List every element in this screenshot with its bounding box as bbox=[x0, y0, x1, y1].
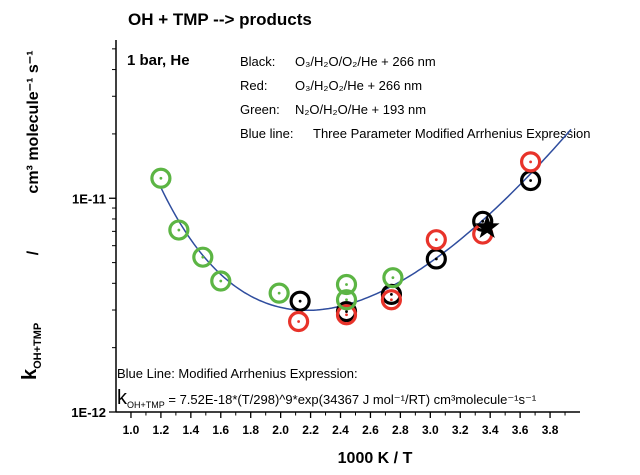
y-axis-label: kOH+TMP / cm³ molecule⁻¹ s⁻¹ bbox=[19, 50, 44, 380]
circle-marker bbox=[288, 310, 310, 333]
axes: 1.0 1.2 1.4 1.6 1.8 2.0 2.2 2.4 2.6 2.8 3.0 3.2 3.4 3… bbox=[71, 40, 580, 437]
x-tick-label: 2.2 bbox=[302, 423, 319, 437]
marker-center-dot bbox=[529, 160, 533, 164]
marker-center-dot bbox=[177, 228, 181, 232]
y-axis-label-units: cm³ molecule⁻¹ s⁻¹ bbox=[25, 50, 42, 193]
x-tick-label: 2.8 bbox=[392, 423, 409, 437]
fit-curve bbox=[160, 128, 572, 312]
fit-annotation-title: Blue Line: Modified Arrhenius Expression… bbox=[117, 366, 358, 381]
y-axis-label-slash: / bbox=[25, 250, 42, 255]
x-tick-label: 2.4 bbox=[332, 423, 349, 437]
x-tick-label: 2.0 bbox=[272, 423, 289, 437]
fit-formula-text: = 7.52E-18*(T/298)^9*exp(34367 J mol⁻¹/R… bbox=[165, 392, 537, 407]
marker-center-dot bbox=[481, 219, 485, 223]
y-axis-label-k: k bbox=[19, 368, 41, 380]
marker-center-dot bbox=[277, 291, 281, 295]
circle-marker bbox=[210, 270, 232, 292]
y-axis-label-subscript: OH+TMP bbox=[32, 323, 44, 369]
x-tick-label: 3.2 bbox=[452, 423, 469, 437]
marker-center-dot bbox=[219, 279, 223, 283]
x-tick-label: 1.2 bbox=[153, 423, 170, 437]
fit-formula-k: k bbox=[117, 387, 128, 409]
marker-center-dot bbox=[345, 310, 348, 313]
circle-marker bbox=[382, 267, 404, 289]
marker-center-dot bbox=[297, 320, 301, 323]
legend-text: O₃/H₂O₂/He + 266 nm bbox=[295, 78, 422, 93]
legend-prefix: Blue line: bbox=[240, 126, 293, 141]
circle-marker bbox=[425, 229, 447, 251]
circle-marker bbox=[192, 246, 214, 268]
x-tick-label: 3.6 bbox=[512, 423, 529, 437]
legend-text: Three Parameter Modified Arrhenius Expre… bbox=[313, 126, 590, 141]
circle-marker bbox=[150, 167, 172, 189]
y-tick-label: 1E-11 bbox=[72, 191, 106, 206]
legend-prefix: Red: bbox=[240, 78, 267, 93]
legend-text: O₃/H₂O/O₂/He + 266 nm bbox=[295, 54, 436, 69]
svg-text:kOH+TMP: kOH+TMP bbox=[19, 323, 44, 380]
marker-center-dot bbox=[391, 276, 395, 280]
data-marks bbox=[150, 151, 542, 333]
marker-center-dot bbox=[345, 298, 348, 302]
legend-prefix: Green: bbox=[240, 102, 280, 117]
legend-text: N₂O/H₂O/He + 193 nm bbox=[295, 102, 426, 117]
circle-marker bbox=[335, 289, 358, 311]
marker-center-dot bbox=[159, 176, 163, 180]
circle-marker bbox=[289, 290, 311, 312]
marker-center-dot bbox=[345, 283, 348, 286]
fit-formula: kOH+TMP = 7.52E-18*(T/298)^9*exp(34367 J… bbox=[117, 387, 537, 410]
marker-center-dot bbox=[390, 298, 393, 302]
x-tick-label: 1.6 bbox=[212, 423, 229, 437]
x-tick-label: 1.4 bbox=[182, 423, 199, 437]
star-marker bbox=[474, 214, 500, 238]
x-tick-label: 1.8 bbox=[242, 423, 259, 437]
marker-center-dot bbox=[390, 292, 393, 296]
x-tick-label: 3.8 bbox=[542, 423, 559, 437]
marker-center-dot bbox=[434, 238, 438, 242]
circle-marker bbox=[380, 289, 403, 311]
circle-marker bbox=[335, 304, 358, 326]
condition-label: 1 bar, He bbox=[127, 52, 190, 69]
legend: Black: O₃/H₂O/O₂/He + 266 nm Red: O₃/H₂O₂/H… bbox=[240, 54, 590, 141]
circle-marker bbox=[168, 219, 190, 241]
y-tick-label: 1E-12 bbox=[71, 405, 106, 420]
marker-center-dot bbox=[345, 313, 348, 317]
x-tick-label: 2.6 bbox=[362, 423, 379, 437]
marker-center-dot bbox=[434, 257, 438, 261]
fit-formula-subscript: OH+TMP bbox=[127, 400, 165, 410]
legend-prefix: Black: bbox=[240, 54, 275, 69]
chart-title: OH + TMP --> products bbox=[128, 10, 312, 29]
circle-marker bbox=[520, 151, 542, 173]
marker-center-dot bbox=[298, 299, 302, 303]
marker-center-dot bbox=[201, 255, 205, 259]
circle-marker bbox=[335, 273, 358, 296]
x-tick-label: 3.0 bbox=[422, 423, 439, 437]
fit-curve-line bbox=[160, 128, 572, 312]
x-axis-label: 1000 K / T bbox=[338, 450, 413, 467]
x-tick-label: 3.4 bbox=[482, 423, 499, 437]
circle-marker bbox=[268, 282, 290, 304]
x-tick-label: 1.0 bbox=[123, 423, 140, 437]
marker-center-dot bbox=[529, 179, 533, 182]
